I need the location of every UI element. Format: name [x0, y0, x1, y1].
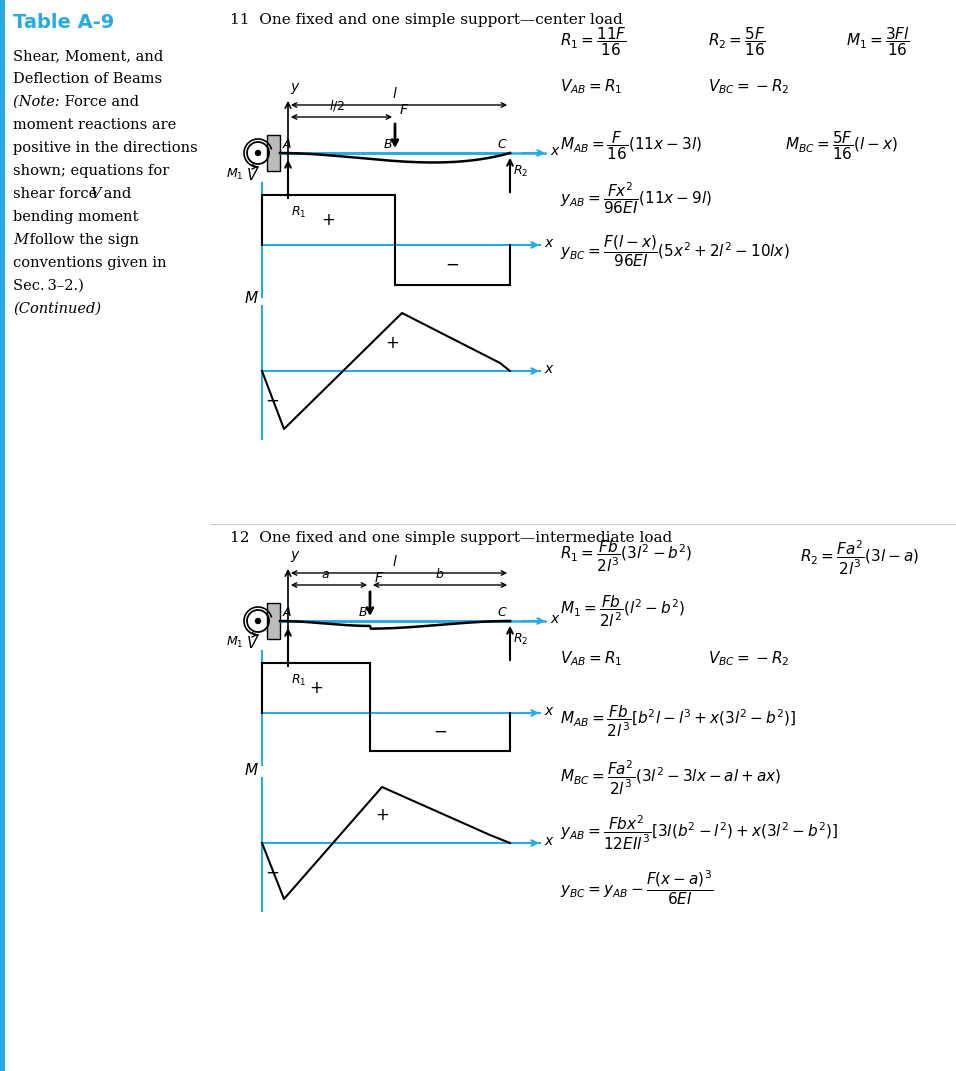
Text: $R_2$: $R_2$ — [513, 164, 529, 179]
Text: $x$: $x$ — [544, 704, 554, 718]
Text: 11  One fixed and one simple support—center load: 11 One fixed and one simple support—cent… — [230, 13, 622, 27]
Text: $V$: $V$ — [246, 167, 259, 183]
Text: Table A-9: Table A-9 — [13, 13, 115, 32]
Text: Shear, Moment, and: Shear, Moment, and — [13, 49, 163, 63]
Text: $M$: $M$ — [244, 761, 259, 778]
Text: $B$: $B$ — [383, 138, 393, 151]
Text: $V_{BC} = -R_2$: $V_{BC} = -R_2$ — [708, 77, 790, 95]
Text: moment reactions are: moment reactions are — [13, 118, 176, 132]
Text: $R_2 = \dfrac{Fa^2}{2l^3}(3l - a)$: $R_2 = \dfrac{Fa^2}{2l^3}(3l - a)$ — [800, 539, 919, 577]
Text: $B$: $B$ — [358, 606, 368, 619]
Text: $M_1 = \dfrac{3Fl}{16}$: $M_1 = \dfrac{3Fl}{16}$ — [846, 25, 910, 58]
Text: $M_{AB} = \dfrac{F}{16}(11x - 3l)$: $M_{AB} = \dfrac{F}{16}(11x - 3l)$ — [560, 129, 702, 162]
Text: $y$: $y$ — [290, 81, 301, 96]
Text: −: − — [445, 256, 459, 274]
Text: $M_{BC} = \dfrac{5F}{16}(l - x)$: $M_{BC} = \dfrac{5F}{16}(l - x)$ — [785, 129, 898, 162]
Text: $M_1$: $M_1$ — [227, 635, 244, 650]
Text: $R_1$: $R_1$ — [291, 673, 307, 688]
Text: −: − — [265, 392, 279, 410]
Text: $b$: $b$ — [435, 567, 445, 580]
Text: M: M — [13, 233, 28, 247]
Text: Force and: Force and — [60, 95, 139, 109]
Text: positive in the directions: positive in the directions — [13, 141, 198, 155]
Text: $A$: $A$ — [282, 606, 293, 619]
Text: $M$: $M$ — [244, 290, 259, 306]
Text: $x$: $x$ — [544, 834, 554, 848]
Text: $F$: $F$ — [399, 103, 409, 117]
Bar — [0, 0, 5, 1071]
Text: conventions given in: conventions given in — [13, 256, 166, 270]
Text: −: − — [433, 723, 447, 741]
Text: +: + — [321, 211, 335, 229]
Text: $V$: $V$ — [246, 635, 259, 651]
Text: (​Note:: (​Note: — [13, 95, 59, 109]
Text: $y_{BC} = \dfrac{F(l-x)}{96EI}(5x^2 + 2l^2 - 10lx)$: $y_{BC} = \dfrac{F(l-x)}{96EI}(5x^2 + 2l… — [560, 233, 790, 269]
Text: $y_{AB} = \dfrac{Fbx^2}{12EIl^3}[3l(b^2 - l^2) + x(3l^2 - b^2)]$: $y_{AB} = \dfrac{Fbx^2}{12EIl^3}[3l(b^2 … — [560, 814, 838, 853]
Text: follow the sign: follow the sign — [25, 233, 139, 247]
Text: $M_1 = \dfrac{Fb}{2l^2}(l^2 - b^2)$: $M_1 = \dfrac{Fb}{2l^2}(l^2 - b^2)$ — [560, 594, 685, 630]
Text: and: and — [99, 187, 131, 201]
Text: shown; equations for: shown; equations for — [13, 164, 169, 178]
Text: $C$: $C$ — [497, 138, 508, 151]
Text: $x$: $x$ — [550, 612, 560, 627]
Text: $x$: $x$ — [550, 144, 560, 159]
Text: $l$: $l$ — [392, 86, 398, 101]
Text: +: + — [375, 806, 389, 824]
Text: $l$: $l$ — [392, 554, 398, 569]
Text: $M_1$: $M_1$ — [227, 167, 244, 182]
Text: $M_{BC} = \dfrac{Fa^2}{2l^3}(3l^2 - 3lx - al + ax)$: $M_{BC} = \dfrac{Fa^2}{2l^3}(3l^2 - 3lx … — [560, 759, 781, 797]
Text: $R_1 = \dfrac{Fb}{2l^3}(3l^2 - b^2)$: $R_1 = \dfrac{Fb}{2l^3}(3l^2 - b^2)$ — [560, 539, 692, 574]
Text: bending moment: bending moment — [13, 210, 139, 224]
Text: +: + — [309, 679, 323, 697]
Text: $a$: $a$ — [320, 568, 330, 580]
Circle shape — [255, 151, 260, 155]
Text: $R_2$: $R_2$ — [513, 632, 529, 647]
Text: $V_{AB} = R_1$: $V_{AB} = R_1$ — [560, 649, 622, 667]
Text: −: − — [265, 864, 279, 883]
Text: $x$: $x$ — [544, 236, 554, 250]
Text: $y_{AB} = \dfrac{Fx^2}{96EI}(11x - 9l)$: $y_{AB} = \dfrac{Fx^2}{96EI}(11x - 9l)$ — [560, 181, 712, 216]
Text: (Continued): (Continued) — [13, 302, 101, 316]
Text: $R_1 = \dfrac{11F}{16}$: $R_1 = \dfrac{11F}{16}$ — [560, 25, 627, 58]
Text: $C$: $C$ — [497, 606, 508, 619]
Bar — [267, 603, 280, 639]
Text: shear force: shear force — [13, 187, 102, 201]
Text: $y_{BC} = y_{AB} - \dfrac{F(x-a)^3}{6EI}$: $y_{BC} = y_{AB} - \dfrac{F(x-a)^3}{6EI}… — [560, 869, 713, 907]
Text: $F$: $F$ — [374, 571, 384, 585]
Text: $M_{AB} = \dfrac{Fb}{2l^3}[b^2l - l^3 + x(3l^2 - b^2)]$: $M_{AB} = \dfrac{Fb}{2l^3}[b^2l - l^3 + … — [560, 704, 796, 739]
Text: +: + — [385, 334, 399, 352]
Text: $V_{BC} = -R_2$: $V_{BC} = -R_2$ — [708, 649, 790, 667]
Text: $x$: $x$ — [544, 362, 554, 376]
Text: $y$: $y$ — [290, 549, 301, 564]
Circle shape — [255, 618, 260, 623]
Text: 12  One fixed and one simple support—intermediate load: 12 One fixed and one simple support—inte… — [230, 531, 672, 545]
Text: $l/2$: $l/2$ — [329, 99, 345, 114]
Text: $R_2 = \dfrac{5F}{16}$: $R_2 = \dfrac{5F}{16}$ — [708, 25, 766, 58]
Text: $R_1$: $R_1$ — [291, 205, 307, 221]
Text: V: V — [90, 187, 100, 201]
Text: $A$: $A$ — [282, 138, 293, 151]
Text: Deflection of Beams: Deflection of Beams — [13, 72, 163, 86]
Text: Sec. 3–2.): Sec. 3–2.) — [13, 280, 84, 293]
Text: $V_{AB} = R_1$: $V_{AB} = R_1$ — [560, 77, 622, 95]
Bar — [267, 135, 280, 171]
